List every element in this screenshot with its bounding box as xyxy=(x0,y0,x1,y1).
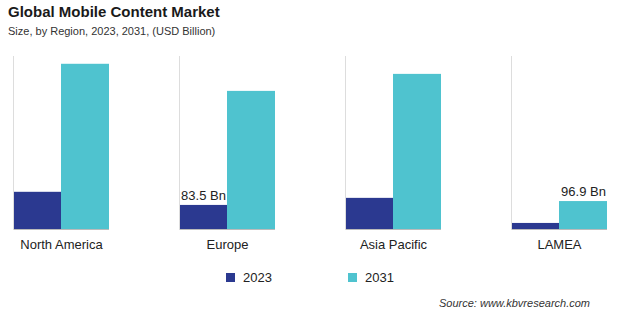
svg-text:LAMEA: LAMEA xyxy=(537,237,581,252)
html-text:Size, by Region, 2023, 2031, (: Size, by Region, 2023, 2031, (USD Billio… xyxy=(8,25,216,37)
svg-text:North America: North America xyxy=(20,237,103,252)
svg-text:Asia Pacific: Asia Pacific xyxy=(360,237,428,252)
html-text:Global Mobile Content Market: Global Mobile Content Market xyxy=(8,3,220,20)
html-text:2031: 2031 xyxy=(365,270,394,285)
svg-text:96.9 Bn: 96.9 Bn xyxy=(561,184,606,199)
html-text:2023: 2023 xyxy=(243,270,272,285)
svg-text:83.5 Bn: 83.5 Bn xyxy=(181,188,226,203)
html-text:Source: www.kbvresearch.com: Source: www.kbvresearch.com xyxy=(439,297,590,309)
svg-text:Europe: Europe xyxy=(207,237,249,252)
